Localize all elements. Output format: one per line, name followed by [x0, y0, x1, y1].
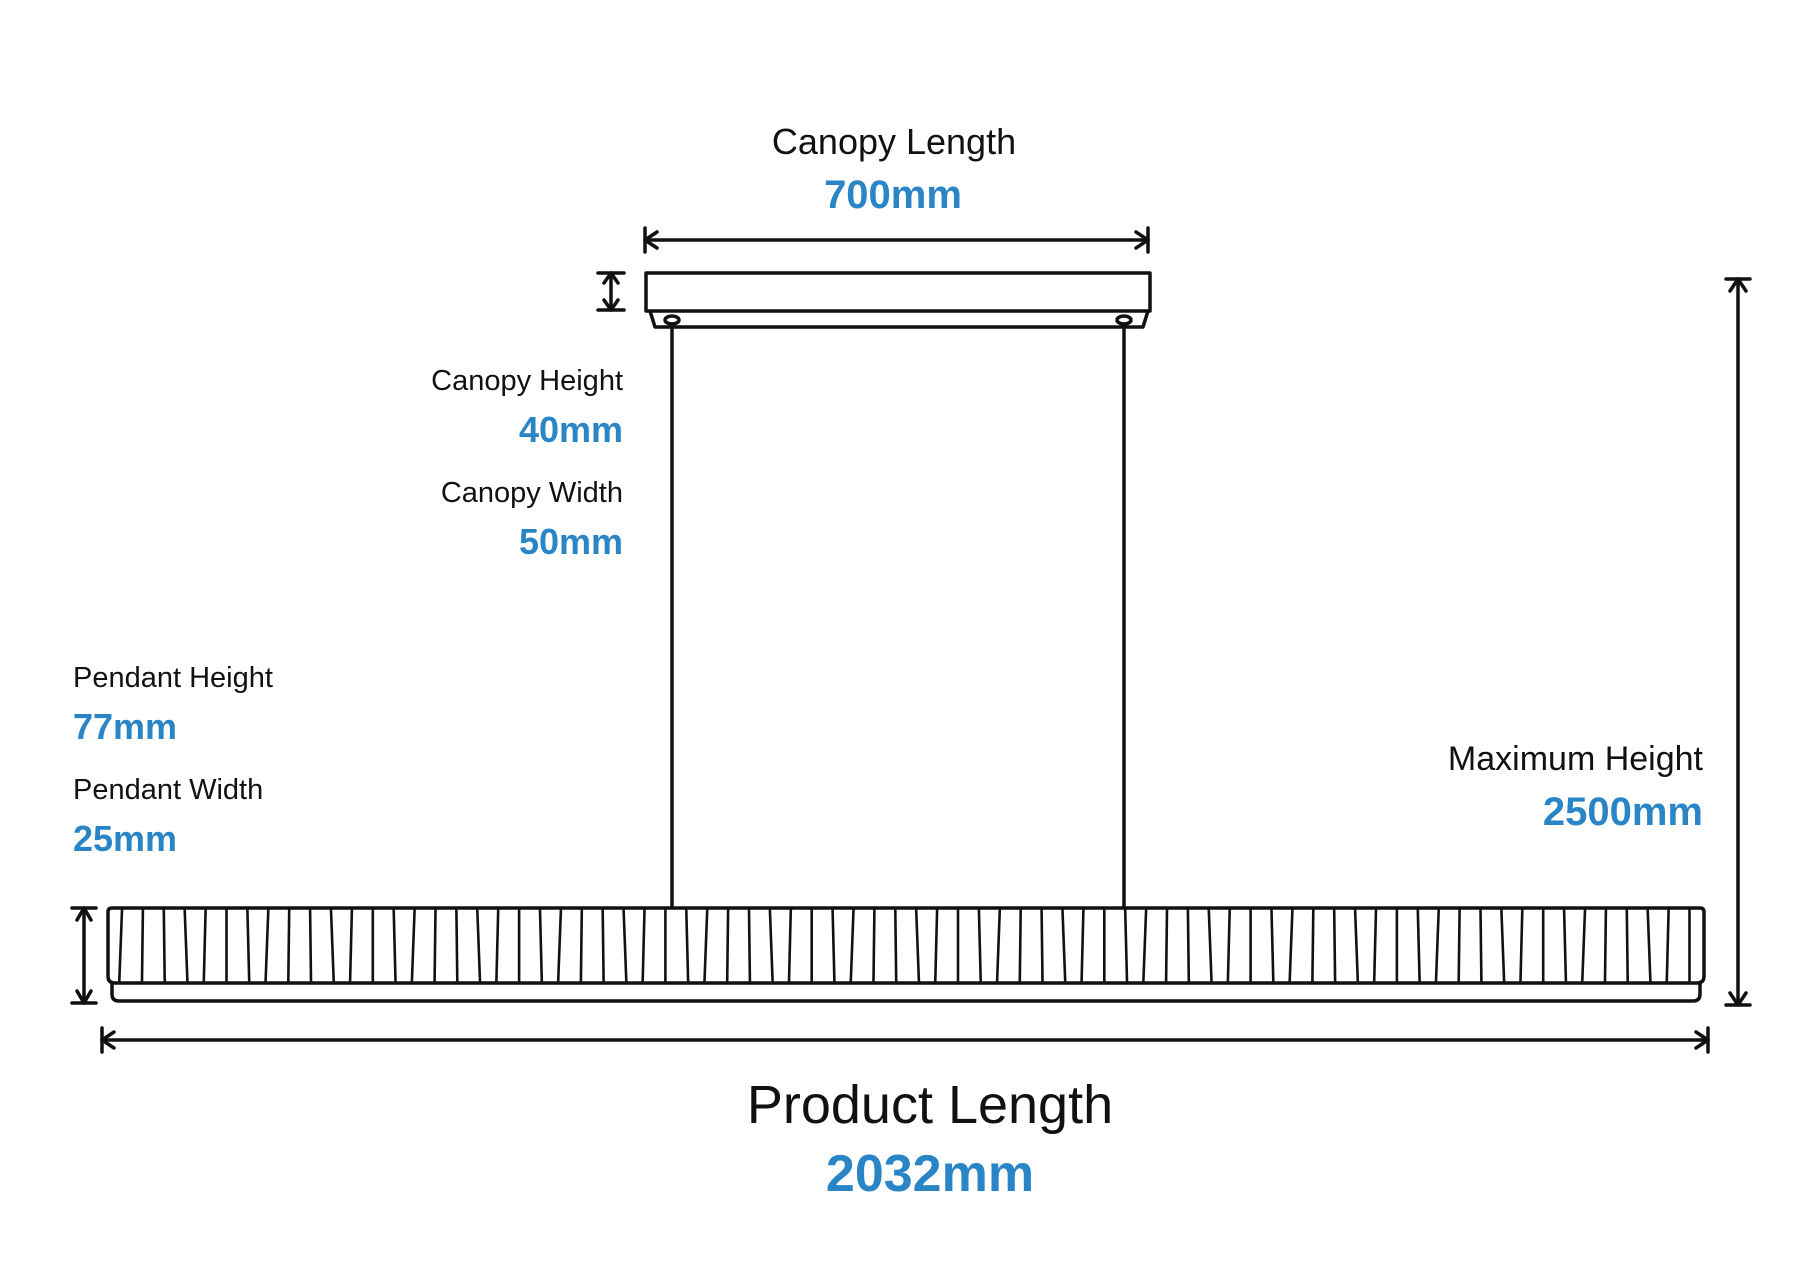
pendant-slat: [1434, 908, 1440, 983]
pendant-slat: [1500, 908, 1506, 983]
pendant-height-arrow: [70, 906, 98, 1005]
pendant-slat: [1040, 908, 1044, 983]
pendant-slat: [995, 908, 1002, 983]
pendant-slat: [1581, 908, 1587, 983]
pendant-slat: [1164, 908, 1169, 983]
canopy-height-arrow: [596, 271, 626, 312]
canopy-width-value: 50mm: [518, 521, 623, 562]
pendant-slat: [747, 908, 752, 983]
maximum-height-label: Maximum Height: [1447, 740, 1703, 778]
canopy-length-label: Canopy Length: [771, 121, 1017, 162]
pendant-slat: [1519, 908, 1524, 983]
pendant-slat: [1311, 908, 1315, 983]
pendant-slat: [579, 908, 584, 983]
pendant-slat: [831, 908, 836, 983]
pendant-slat: [1061, 908, 1067, 983]
pendant-height-label: Pendant Height: [73, 662, 273, 694]
canopy-height-label: Canopy Height: [431, 365, 623, 397]
pendant-slat: [1416, 908, 1421, 983]
product-length-arrow: [100, 1026, 1710, 1054]
pendant-slat: [1207, 908, 1213, 983]
pendant-slat: [246, 908, 251, 983]
pendant-slat: [933, 908, 939, 983]
canopy-length-value: 700mm: [824, 173, 962, 217]
product-length-value: 2032mm: [825, 1145, 1035, 1203]
pendant-slat: [1457, 908, 1461, 983]
pendant-slat: [1562, 908, 1568, 983]
pendant-slat: [1665, 908, 1670, 983]
pendant-slat: [787, 908, 793, 983]
pendant-slat: [308, 908, 313, 983]
pendant-slat: [1186, 908, 1191, 983]
pendant-slat: [1646, 908, 1652, 983]
pendant-slat: [768, 908, 774, 983]
pendant-width-value: 25mm: [73, 818, 178, 859]
maximum-height-value: 2500mm: [1542, 790, 1703, 834]
pendant-height-value: 77mm: [73, 706, 178, 747]
suspension-wires: [670, 322, 1126, 910]
pendant-slat: [641, 908, 646, 983]
pendant-width-label: Pendant Width: [73, 774, 264, 806]
pendant-slat: [1353, 908, 1360, 983]
canopy: [644, 271, 1152, 329]
pendant-slat: [348, 908, 354, 983]
pendant-slat: [410, 908, 416, 983]
pendant-slat: [1625, 908, 1629, 983]
pendant-slat: [433, 908, 437, 983]
pendant-slat: [1226, 908, 1231, 983]
pendant-slat: [1080, 908, 1085, 983]
pendant-slat: [893, 908, 898, 983]
pendant-slat: [703, 908, 709, 983]
pendant-slat: [977, 908, 983, 983]
pendant-slat: [914, 908, 921, 983]
pendant-slat: [1018, 908, 1023, 983]
pendant-slat: [849, 908, 855, 983]
canopy-height-value: 40mm: [518, 409, 623, 450]
pendant-slat: [286, 908, 291, 983]
pendant-slat: [601, 908, 605, 983]
pendant-slat: [329, 908, 336, 983]
pendant-slat: [475, 908, 482, 983]
pendant-body: [106, 906, 1706, 1003]
canopy-length-arrow: [643, 226, 1150, 254]
pendant-slat: [162, 908, 166, 983]
pendant-slat: [538, 908, 544, 983]
pendant-slat: [118, 908, 124, 983]
pendant-slat: [183, 908, 189, 983]
pendant-slat: [202, 908, 207, 983]
pendant-slat: [1332, 908, 1337, 983]
product-length-label: Product Length: [746, 1075, 1114, 1135]
pendant-slat: [392, 908, 397, 983]
pendant-slat: [872, 908, 876, 983]
pendant-slat: [455, 908, 459, 983]
pendant-slat: [495, 908, 500, 983]
pendant-slat: [725, 908, 730, 983]
canopy-width-label: Canopy Width: [440, 477, 623, 509]
pendant-slat: [1479, 908, 1483, 983]
pendant-slat: [1142, 908, 1148, 983]
pendant-slat: [264, 908, 270, 983]
pendant-slat: [556, 908, 563, 983]
pendant-slat: [140, 908, 145, 983]
pendant-slat: [1603, 908, 1608, 983]
pendant-slat: [684, 908, 690, 983]
pendant-slats: [118, 908, 1691, 983]
pendant-slat: [1288, 908, 1294, 983]
pendant-slat: [622, 908, 628, 983]
pendant-slat: [1372, 908, 1378, 983]
pendant-slat: [1123, 908, 1129, 983]
pendant-slat: [1270, 908, 1275, 983]
maximum-height-arrow: [1724, 277, 1752, 1007]
